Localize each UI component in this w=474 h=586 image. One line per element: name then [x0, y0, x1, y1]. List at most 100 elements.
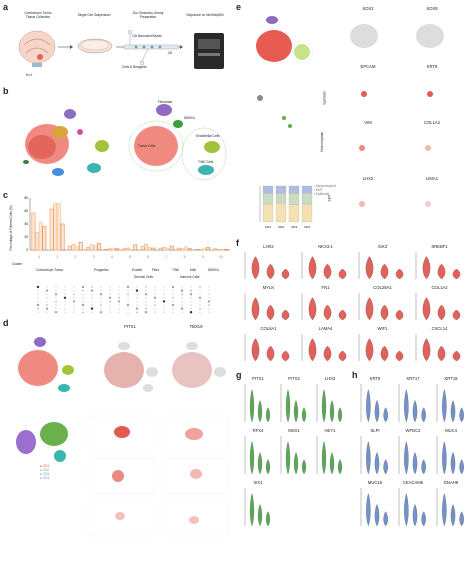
dot-plot-dot	[54, 311, 58, 314]
violin-shape	[281, 268, 290, 280]
dot-plot-dot	[82, 297, 84, 299]
dot-plot-dot	[172, 293, 174, 295]
dot-plot-dot	[64, 304, 66, 306]
immune-label: Immune Cells	[180, 275, 200, 279]
violin-cell: PITX2	[276, 376, 312, 428]
violin-shape	[338, 309, 347, 321]
dot-plot-dot	[64, 286, 66, 288]
violin-cell: WIF1	[354, 326, 411, 367]
dot-plot-dot	[46, 293, 48, 295]
bar-e-segment	[301, 193, 313, 205]
dot-plot-dot	[208, 297, 210, 299]
bar-c-bar	[35, 232, 39, 251]
violin-svg	[301, 293, 347, 321]
dot-plot-dot	[172, 290, 174, 292]
dot-plot-dot	[172, 311, 174, 313]
dot-plot-dot	[63, 296, 67, 299]
dot-plot-dot	[45, 307, 49, 310]
bar-c-bar	[217, 249, 221, 251]
dot-plot-dot	[37, 290, 39, 292]
bar-c-bar	[187, 248, 192, 251]
bar-c-bar	[107, 248, 112, 251]
bar-c-ylabel: Percentage of Filtered Cells (%)	[9, 205, 13, 251]
dot-plot-dot	[100, 300, 102, 302]
dot-plot-dot	[145, 286, 147, 288]
emt-legend-mes-label: Mesenchymal	[316, 184, 336, 188]
bar-c-bar	[224, 249, 229, 251]
bar-c-bar	[53, 203, 58, 251]
violin-shape	[374, 452, 380, 475]
umap-d-samples	[16, 422, 68, 462]
petri-dish-icon	[77, 38, 113, 54]
gene-title-epcam: EPCAM	[360, 64, 376, 69]
violin-shape	[365, 297, 374, 321]
violin-cell: FN1	[297, 285, 354, 326]
violin-cell: SREBF1	[411, 244, 468, 285]
sequencer-icon	[194, 33, 224, 69]
bar-e-segment	[288, 204, 300, 223]
dot-plot-dot	[37, 308, 39, 310]
violin-shape	[251, 256, 260, 280]
violin-shape	[404, 493, 409, 527]
cells-label: Cells & Reagents	[122, 65, 147, 69]
bar-c-bar	[42, 226, 47, 251]
marker-dot-plot	[36, 285, 211, 314]
bar-c-bar	[166, 248, 170, 251]
violin-cell: SIX3	[354, 244, 411, 285]
violin-svg	[398, 436, 426, 475]
bar-c-ytick: 20	[24, 235, 28, 239]
bar-c-bar	[198, 249, 203, 251]
violin-shape	[374, 504, 380, 527]
dot-plot-dot	[82, 290, 84, 292]
emt-legend-emt: ▪ EMT	[314, 188, 323, 192]
violin-shape	[301, 407, 307, 423]
dot-plot-dot	[172, 300, 174, 302]
violin-cell: SIX1	[240, 480, 276, 532]
bar-e-segment	[275, 203, 287, 223]
group-label-endoth: Endoth	[132, 268, 143, 272]
violin-svg	[398, 384, 426, 423]
feature-plot-lhx2-e	[359, 201, 365, 207]
bar-e-segment	[301, 185, 313, 194]
dot-plot-dot	[145, 290, 147, 292]
bar-c-bar	[158, 247, 163, 251]
workflow-step-2: Single Cell Suspension	[77, 13, 111, 17]
dot-plot-dot	[109, 290, 111, 292]
group-label-tumor: Corticotroph Tumor	[36, 268, 64, 272]
violin-cell: WFDC2	[394, 428, 432, 480]
violin-shape	[308, 297, 317, 321]
violin-cell: LHX3	[312, 376, 348, 428]
bar-e-segment	[262, 185, 274, 194]
violin-gene-title: WIF1	[377, 326, 388, 331]
dot-plot-dot	[82, 311, 84, 313]
bar-c-bar	[93, 245, 98, 251]
legend-cd4-label: CD4	[42, 476, 50, 480]
violin-svg	[436, 436, 464, 475]
dot-plot-dot	[100, 308, 102, 310]
umap-clusters-plot	[12, 92, 116, 186]
dot-plot-dot	[145, 304, 147, 306]
violin-shape	[452, 309, 461, 321]
violin-svg	[360, 384, 388, 423]
dot-plot-dot	[37, 297, 39, 299]
gene-title-lima1: LIMA1	[425, 176, 439, 181]
violin-svg	[301, 334, 347, 362]
violin-shape	[365, 338, 374, 362]
bar-c-bar	[162, 247, 167, 251]
violin-shape	[422, 256, 431, 280]
dot-plot-dot	[199, 308, 201, 310]
dot-plot-dot	[91, 300, 93, 302]
bar-c-xtick: 10	[219, 255, 223, 259]
dot-plot-dot	[55, 300, 57, 302]
violin-gene-title: DNAH9	[443, 480, 459, 485]
violin-shape	[383, 511, 388, 527]
violin-cell: COL1A2	[411, 285, 468, 326]
violin-shape	[421, 459, 426, 475]
gene-title-sox2: SOX2	[362, 6, 374, 11]
cluster-percentage-bar-chart: 0 20 40 60 80 0 1 2 3 4 5 6 7 8 9 10	[24, 196, 230, 259]
dot-plot-dot	[100, 286, 102, 288]
dot-plot-dot	[126, 303, 130, 307]
violin-shape	[395, 309, 404, 321]
violin-gene-title: MUC16	[367, 480, 383, 485]
violin-svg	[415, 252, 461, 280]
